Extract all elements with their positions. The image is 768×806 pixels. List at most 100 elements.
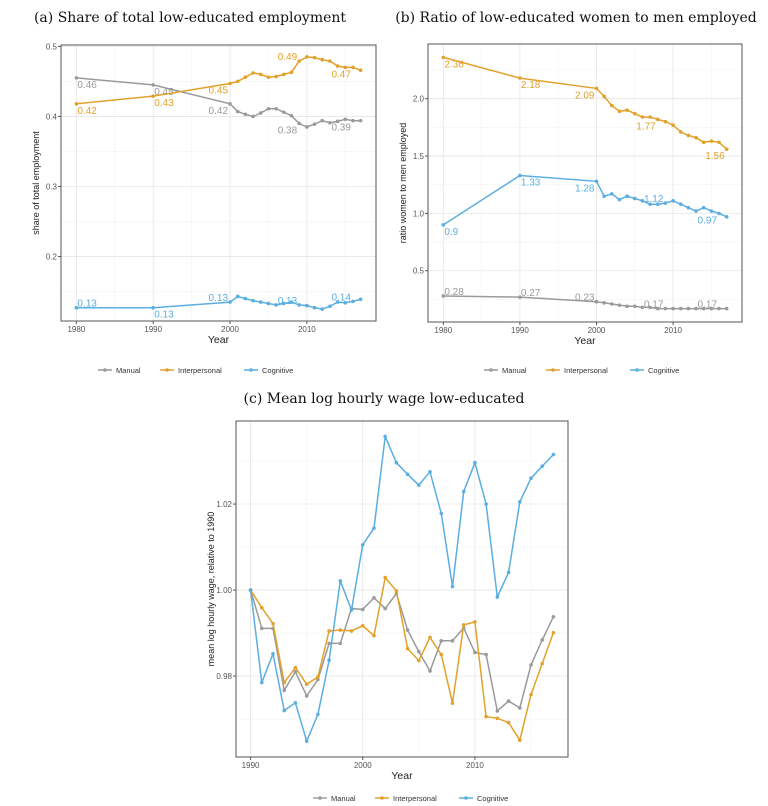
data-point	[360, 623, 365, 628]
data-point	[417, 649, 421, 654]
x-tick-label: 2000	[588, 326, 606, 335]
data-point	[441, 294, 446, 298]
data-label: 0.43	[154, 98, 174, 109]
data-point	[316, 675, 320, 679]
x-tick-label: 1990	[242, 761, 260, 770]
data-point	[282, 110, 286, 115]
data-point	[678, 306, 683, 311]
data-point	[266, 301, 271, 306]
data-point	[383, 575, 387, 580]
data-point	[694, 306, 698, 311]
legend-key-point	[103, 368, 107, 372]
data-label: 0.14	[331, 292, 351, 303]
data-label: 0.45	[209, 86, 229, 97]
x-tick-label: 2010	[466, 761, 484, 770]
data-point	[686, 306, 691, 311]
legend-label: Cognitive	[477, 794, 508, 803]
x-tick-label: 2000	[354, 761, 372, 770]
data-point	[518, 76, 522, 80]
data-point	[640, 198, 645, 203]
data-point	[594, 179, 599, 184]
data-point	[282, 688, 287, 693]
data-point	[274, 303, 278, 307]
data-point	[251, 114, 255, 119]
data-point	[495, 716, 500, 721]
data-point	[293, 670, 298, 674]
data-point	[717, 306, 721, 311]
data-label: 0.42	[77, 106, 97, 117]
data-point	[74, 76, 79, 80]
data-point	[441, 223, 446, 227]
data-label: 0.9	[444, 227, 458, 238]
x-tick-label: 2010	[298, 325, 316, 334]
legend-label: Manual	[502, 366, 527, 375]
data-point	[655, 306, 660, 311]
data-point	[701, 205, 706, 210]
x-tick-label: 1990	[511, 326, 529, 335]
data-point	[473, 460, 477, 465]
data-point	[312, 55, 317, 60]
data-label: 0.46	[77, 80, 97, 91]
data-point	[518, 173, 522, 178]
series-cognitive	[248, 433, 556, 744]
data-point	[602, 301, 606, 305]
legend-label: Manual	[116, 366, 141, 375]
data-label: 2.36	[444, 59, 464, 70]
legend-label: Manual	[331, 794, 356, 803]
data-point	[304, 739, 309, 743]
chart-c: (c) Mean log hourly wage low-educated 0.9…	[206, 391, 569, 803]
data-label: 0.13	[209, 293, 229, 304]
data-point	[304, 682, 309, 687]
data-point	[320, 118, 325, 123]
data-point	[343, 65, 348, 70]
data-point	[289, 113, 294, 118]
data-point	[258, 111, 263, 115]
data-point	[450, 639, 455, 643]
data-point	[694, 209, 698, 213]
data-point	[343, 117, 348, 122]
data-point	[372, 633, 376, 638]
data-point	[228, 102, 232, 106]
data-point	[640, 115, 645, 119]
data-point	[297, 303, 301, 307]
data-label: 1.28	[575, 183, 595, 194]
data-point	[484, 714, 488, 719]
data-label: 0.17	[644, 300, 664, 311]
y-tick-label: 1.5	[413, 152, 425, 161]
data-point	[335, 64, 340, 68]
data-point	[305, 55, 309, 59]
data-point	[243, 112, 248, 117]
y-tick-label: 0.2	[46, 253, 58, 262]
data-point	[259, 605, 264, 610]
y-tick-label: 1.02	[216, 500, 232, 509]
legend-key-point	[318, 796, 322, 800]
data-point	[517, 500, 522, 504]
y-tick-label: 0.98	[216, 672, 232, 681]
legend-label: Cognitive	[648, 366, 679, 375]
data-point	[327, 629, 331, 633]
data-point	[686, 133, 691, 138]
data-point	[663, 201, 668, 205]
chart-title: (c) Mean log hourly wage low-educated	[244, 391, 525, 407]
data-point	[709, 139, 714, 143]
data-point	[328, 59, 332, 63]
series-cognitive: 0.9 1.33 1.28 1.12 0.97	[441, 173, 729, 238]
data-point	[551, 614, 556, 619]
data-point	[297, 121, 301, 126]
chart-b: (b) Ratio of low-educated women to men e…	[395, 10, 757, 375]
data-point	[297, 59, 301, 63]
data-point	[495, 595, 500, 599]
data-point	[74, 305, 79, 310]
data-point	[293, 665, 298, 670]
data-point	[724, 306, 729, 311]
data-label: 0.97	[698, 215, 718, 226]
y-tick-label: 1.0	[413, 209, 425, 218]
data-point	[709, 306, 714, 311]
data-point	[506, 720, 511, 725]
legend-key-point	[165, 368, 169, 372]
panel-border	[60, 44, 377, 322]
data-point	[293, 700, 298, 705]
data-point	[709, 209, 714, 213]
data-label: 2.09	[575, 90, 595, 101]
